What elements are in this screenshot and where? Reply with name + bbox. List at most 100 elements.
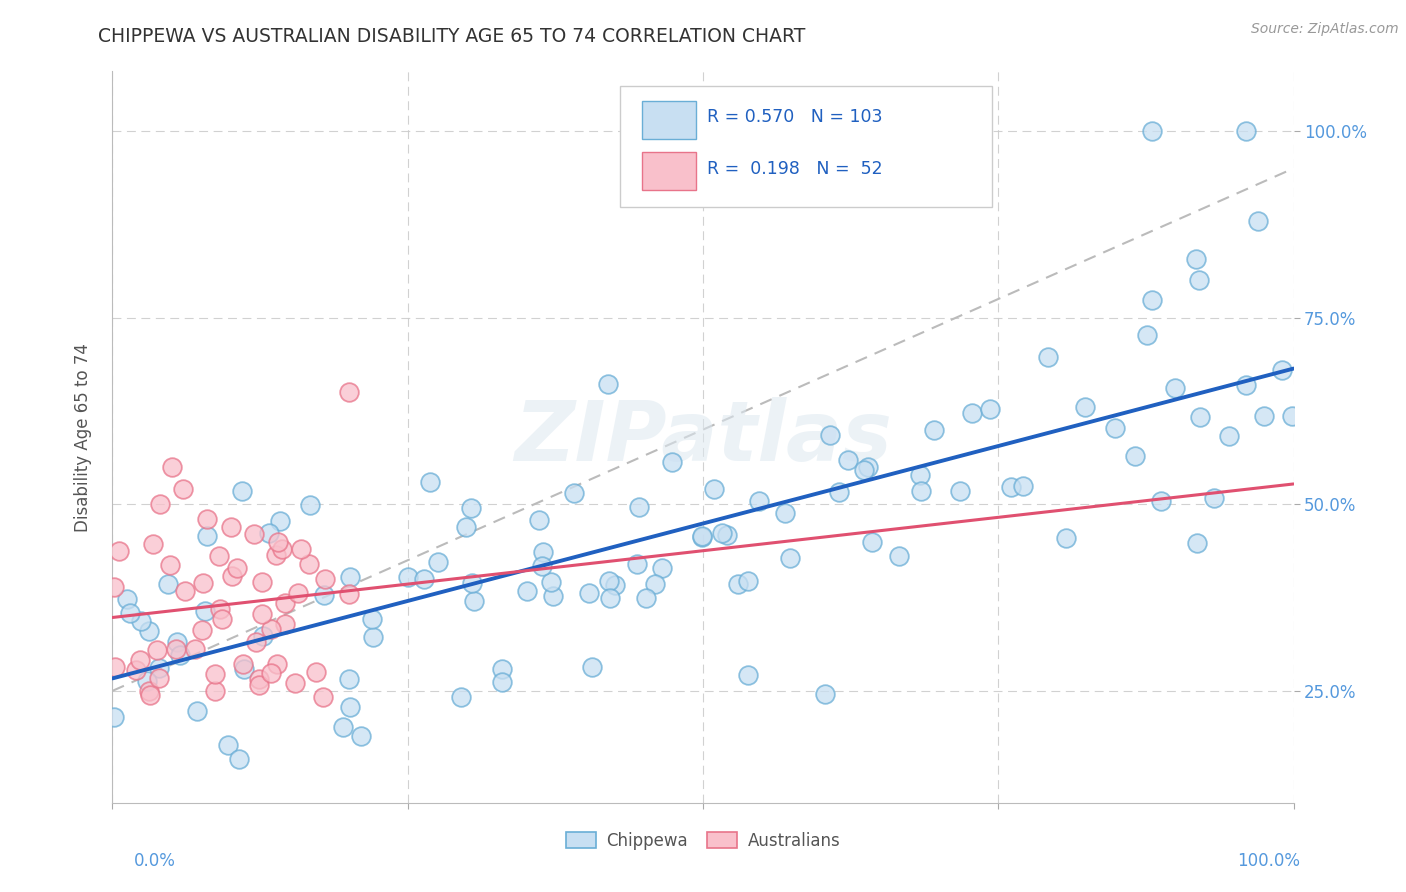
Point: [173, 584, 195, 599]
Point: [636, 591, 658, 606]
Point: [979, 401, 1001, 416]
Point: [191, 623, 214, 637]
Text: R =  0.198   N =  52: R = 0.198 N = 52: [707, 160, 882, 178]
Point: [195, 512, 218, 526]
Point: [204, 684, 226, 698]
Point: [290, 542, 312, 557]
Point: [139, 688, 162, 702]
Point: [339, 699, 361, 714]
Point: [1185, 252, 1208, 267]
Point: [1164, 381, 1187, 395]
Point: [651, 561, 673, 575]
Point: [628, 500, 651, 514]
Point: [115, 592, 138, 607]
Point: [1136, 327, 1159, 342]
Point: [339, 569, 361, 583]
Point: [460, 501, 482, 516]
Point: [264, 549, 287, 563]
Point: [396, 570, 419, 584]
Point: [225, 561, 247, 575]
Point: [1218, 429, 1240, 443]
Point: [250, 607, 273, 621]
Point: [1054, 531, 1077, 545]
Point: [260, 622, 283, 636]
Point: [184, 642, 207, 657]
Point: [690, 529, 713, 543]
Point: [599, 591, 621, 606]
Point: [245, 635, 267, 649]
Point: [737, 668, 759, 682]
Point: [516, 584, 538, 599]
Point: [1104, 421, 1126, 435]
Point: [120, 607, 142, 621]
Point: [1036, 350, 1059, 364]
Point: [209, 602, 232, 616]
Point: [186, 704, 208, 718]
Point: [828, 485, 851, 500]
Point: [332, 720, 354, 734]
Point: [208, 549, 231, 564]
Point: [125, 664, 148, 678]
FancyBboxPatch shape: [641, 152, 696, 190]
Point: [337, 385, 360, 400]
Point: [644, 577, 666, 591]
Point: [135, 673, 157, 688]
Point: [149, 497, 172, 511]
Point: [820, 428, 842, 442]
Point: [314, 572, 336, 586]
Point: [204, 666, 226, 681]
Point: [156, 577, 179, 591]
Point: [1185, 535, 1208, 549]
Point: [337, 587, 360, 601]
Text: 100.0%: 100.0%: [1237, 852, 1301, 870]
Point: [172, 483, 194, 497]
Point: [1188, 273, 1211, 287]
FancyBboxPatch shape: [641, 101, 696, 138]
Point: [312, 588, 335, 602]
Point: [814, 687, 837, 701]
Point: [305, 665, 328, 679]
Point: [269, 514, 291, 528]
Text: Source: ZipAtlas.com: Source: ZipAtlas.com: [1251, 22, 1399, 37]
Point: [266, 657, 288, 671]
Point: [211, 612, 233, 626]
Point: [159, 558, 181, 573]
Point: [1123, 449, 1146, 463]
Point: [287, 586, 309, 600]
Point: [260, 665, 283, 680]
Point: [540, 575, 562, 590]
Point: [603, 578, 626, 592]
Point: [1142, 293, 1164, 308]
Point: [252, 629, 274, 643]
Point: [247, 672, 270, 686]
Point: [710, 526, 733, 541]
Point: [853, 463, 876, 477]
Point: [166, 635, 188, 649]
Point: [274, 617, 297, 632]
Point: [413, 572, 436, 586]
Point: [165, 642, 187, 657]
Point: [232, 657, 254, 671]
Point: [748, 494, 770, 508]
Point: [531, 545, 554, 559]
Point: [284, 676, 307, 690]
Point: [491, 662, 513, 676]
Point: [1281, 409, 1303, 424]
Point: [779, 551, 801, 566]
Point: [312, 690, 335, 705]
Point: [703, 483, 725, 497]
Point: [626, 558, 648, 572]
Point: [142, 537, 165, 551]
Point: [128, 653, 150, 667]
Point: [419, 475, 441, 490]
Point: [231, 483, 253, 498]
Point: [450, 690, 472, 704]
Point: [1188, 410, 1211, 425]
Point: [337, 672, 360, 686]
Point: [856, 460, 879, 475]
Point: [169, 648, 191, 663]
Y-axis label: Disability Age 65 to 74: Disability Age 65 to 74: [73, 343, 91, 532]
Point: [250, 574, 273, 589]
Point: [267, 534, 290, 549]
Point: [887, 549, 910, 563]
